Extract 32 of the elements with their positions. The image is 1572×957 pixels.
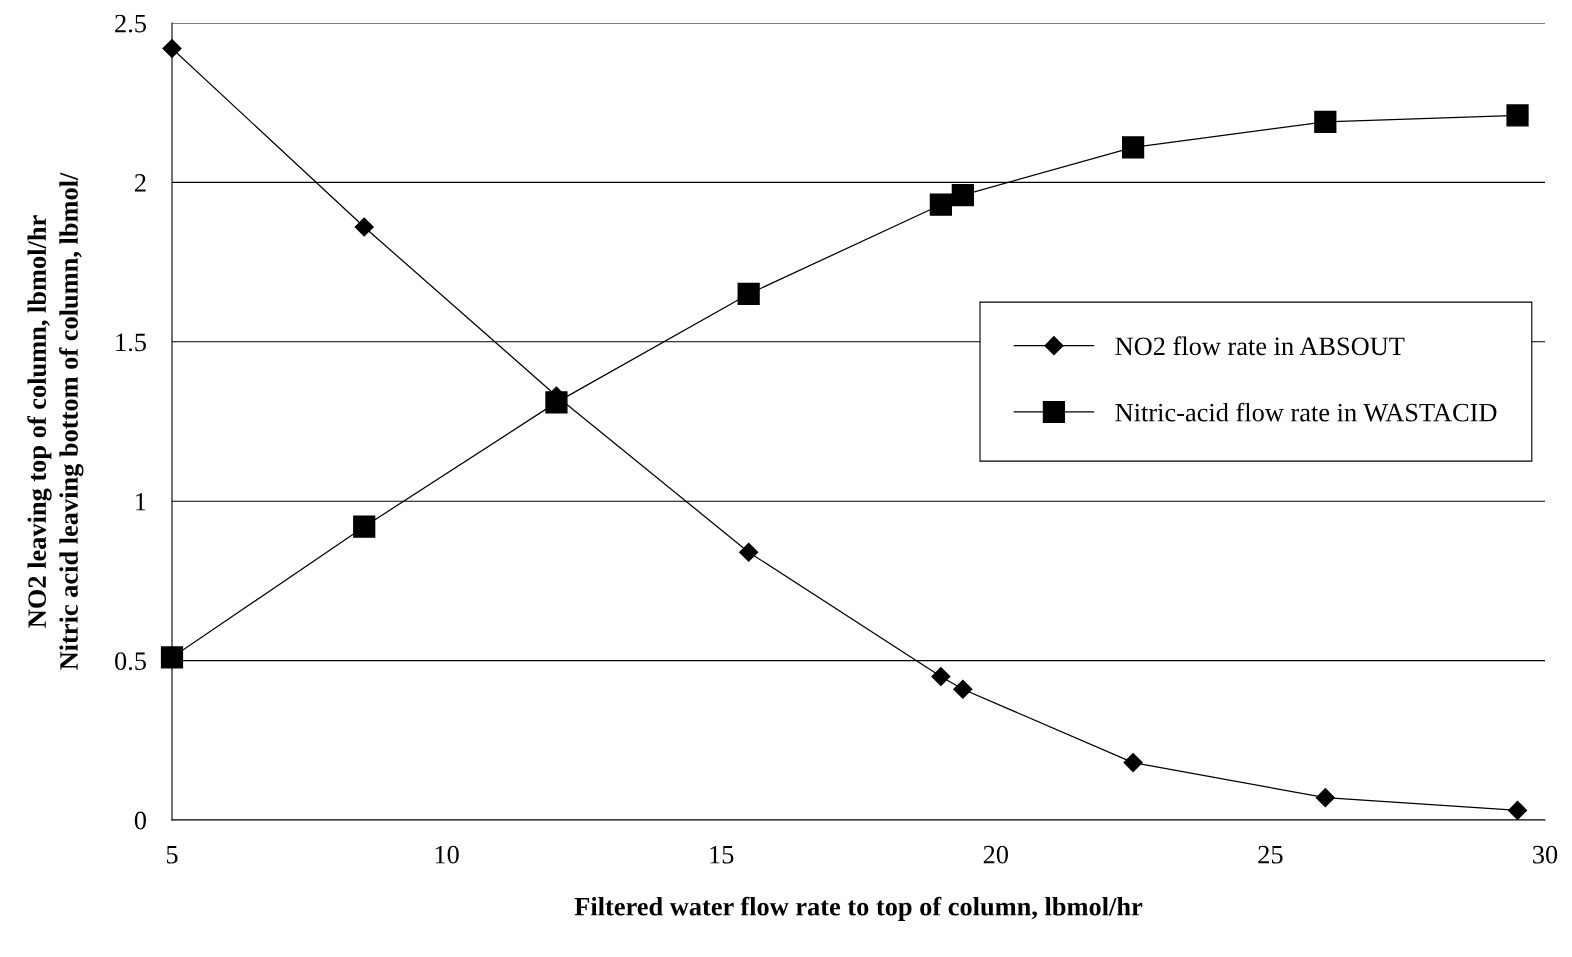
point [353,515,376,538]
point [354,217,374,237]
point [1508,800,1528,820]
x-tick-label: 10 [435,845,459,864]
y-axis-title: NO2 leaving top of column, lbmol/hr Nitric acid leaving bottom of column, lbmol/ [27,172,84,670]
x-tick-label: 5 [166,846,178,864]
point [737,282,760,306]
y-tick-label: 2.5 [115,14,146,33]
y-tick-label: 0.5 [115,652,146,671]
x-tick-label: 25 [1258,845,1283,864]
y-tick-label: 0 [134,811,146,830]
point [1123,753,1143,773]
x-axis-title: Filtered water flow rate to top of column, lbmol/hr [574,896,1143,921]
legend-label: Nitric-acid flow rate in WASTACID [1115,402,1497,422]
point [162,38,182,59]
legend-label: NO2 flow rate in ABSOUT [1115,336,1405,356]
point [1314,110,1337,133]
point [1121,136,1145,159]
point [739,542,759,562]
point [1506,104,1529,127]
point [929,193,952,216]
point [931,667,951,687]
x-tick-label: 30 [1533,845,1558,864]
x-tick-label: 15 [710,845,734,864]
y-tick-label: 1.5 [116,333,146,352]
point [160,646,184,669]
point [953,679,973,699]
y-tick-label: 1 [136,492,146,511]
y-tick-label: 2 [134,174,146,192]
point [951,184,974,207]
x-tick-label: 20 [983,845,1008,864]
point [1315,788,1335,808]
